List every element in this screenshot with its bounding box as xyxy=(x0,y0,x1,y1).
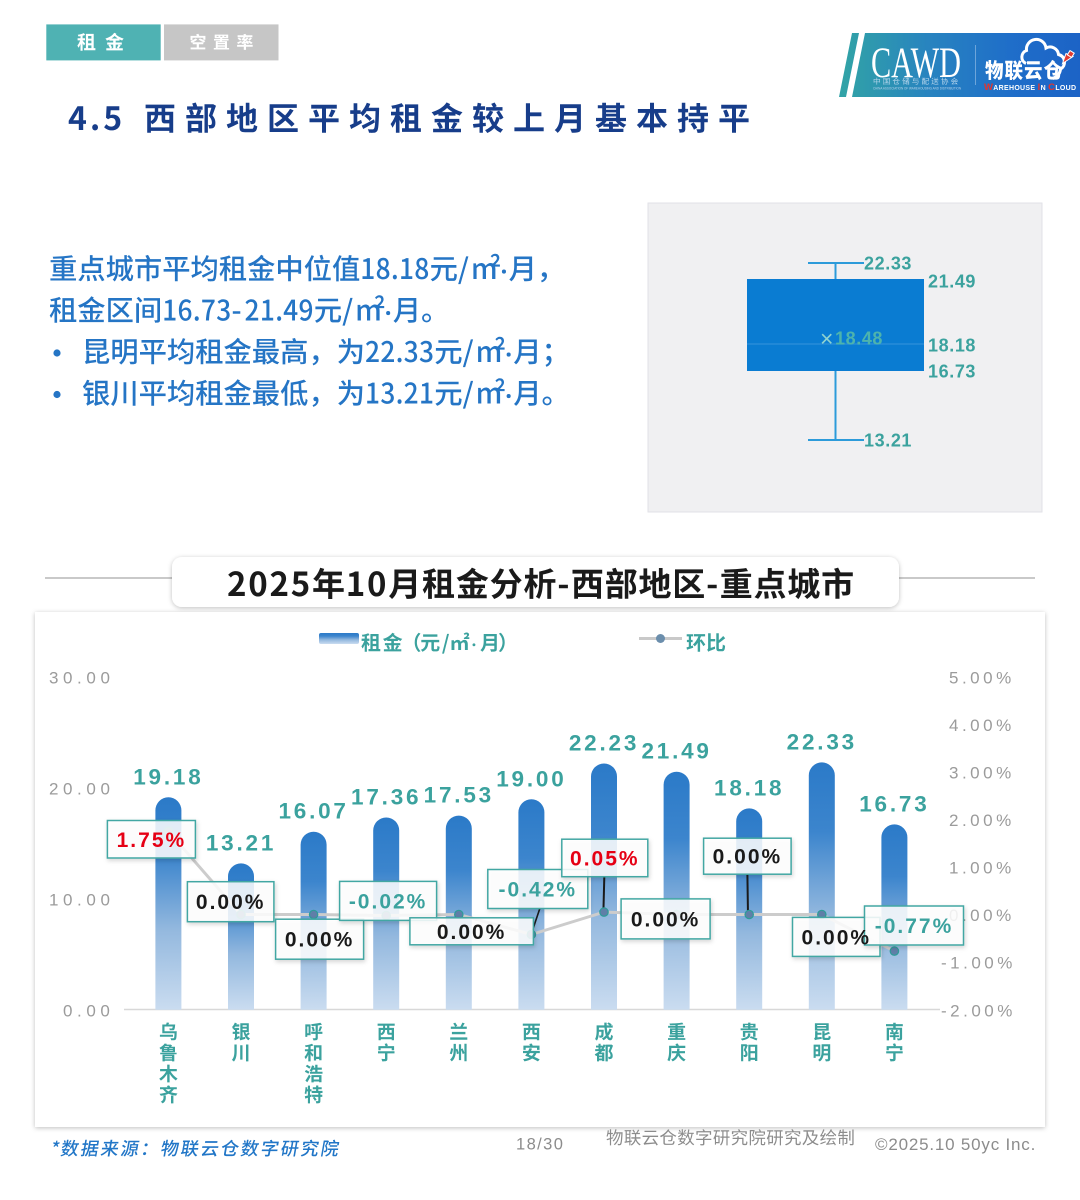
svg-text:22.33: 22.33 xyxy=(787,729,857,754)
svg-text:21.49: 21.49 xyxy=(641,739,711,764)
svg-text:2.00%: 2.00% xyxy=(949,811,1015,830)
svg-text:1.75%: 1.75% xyxy=(117,829,187,852)
svg-text:18.18: 18.18 xyxy=(928,336,976,356)
svg-text:30.00: 30.00 xyxy=(49,668,115,687)
svg-text:CAWD: CAWD xyxy=(871,40,961,87)
svg-text:18.48: 18.48 xyxy=(835,329,883,349)
svg-text:0.00%: 0.00% xyxy=(631,908,701,931)
svg-text:5.00%: 5.00% xyxy=(949,668,1015,687)
svg-text:0.00%: 0.00% xyxy=(949,906,1015,925)
svg-text:3.00%: 3.00% xyxy=(949,763,1015,782)
svg-text:19.18: 19.18 xyxy=(133,764,203,789)
svg-text:17.36: 17.36 xyxy=(351,784,421,809)
svg-text:0.00%: 0.00% xyxy=(437,921,507,944)
svg-text:18/30: 18/30 xyxy=(516,1136,564,1154)
svg-text:-0.77%: -0.77% xyxy=(875,915,954,938)
svg-text:0.00%: 0.00% xyxy=(713,846,783,869)
svg-text:-1.00%: -1.00% xyxy=(941,954,1016,973)
svg-text:0.00%: 0.00% xyxy=(802,926,872,949)
svg-text:13.21: 13.21 xyxy=(206,830,276,855)
svg-text:16.73: 16.73 xyxy=(859,791,929,816)
svg-text:16.07: 16.07 xyxy=(278,799,348,824)
svg-text:22.23: 22.23 xyxy=(569,730,639,755)
svg-text:4.00%: 4.00% xyxy=(949,716,1015,735)
svg-text:17.53: 17.53 xyxy=(424,783,494,808)
svg-text:0.05%: 0.05% xyxy=(570,848,640,871)
svg-text:22.33: 22.33 xyxy=(864,254,912,274)
svg-text:18.18: 18.18 xyxy=(714,775,784,800)
svg-text:1.00%: 1.00% xyxy=(949,859,1015,878)
svg-text:0.00%: 0.00% xyxy=(285,929,355,952)
svg-text:-0.42%: -0.42% xyxy=(499,879,578,902)
svg-text:WAREHOUSE IN CLOUD: WAREHOUSE IN CLOUD xyxy=(984,82,1076,93)
svg-text:13.21: 13.21 xyxy=(864,431,912,451)
svg-text:CHINA ASSOCIATION OF WAREHOUSI: CHINA ASSOCIATION OF WAREHOUSING AND DIS… xyxy=(873,87,962,91)
svg-text:-2.00%: -2.00% xyxy=(941,1001,1016,1020)
svg-text:10.00: 10.00 xyxy=(49,890,115,909)
svg-text:©2025.10 50yc Inc.: ©2025.10 50yc Inc. xyxy=(875,1135,1036,1154)
svg-text:21.49: 21.49 xyxy=(928,272,976,292)
svg-text:16.73: 16.73 xyxy=(928,362,976,382)
svg-text:×: × xyxy=(820,326,833,352)
svg-text:20.00: 20.00 xyxy=(49,779,115,798)
svg-text:0.00: 0.00 xyxy=(63,1001,115,1020)
svg-text:-0.02%: -0.02% xyxy=(349,890,428,913)
svg-text:19.00: 19.00 xyxy=(496,766,566,791)
svg-text:0.00%: 0.00% xyxy=(196,891,266,914)
